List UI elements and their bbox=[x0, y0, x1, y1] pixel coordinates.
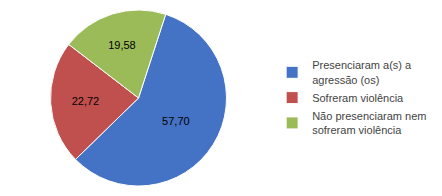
svg-text:Presenciaram a(s) aagressão (o: Presenciaram a(s) aagressão (os) bbox=[312, 59, 412, 85]
svg-text:19,58: 19,58 bbox=[108, 39, 136, 51]
svg-text:Não presenciaram nemsofreram v: Não presenciaram nemsofreram violência bbox=[312, 110, 426, 136]
svg-text:22,72: 22,72 bbox=[72, 95, 100, 107]
svg-text:Sofreram violência: Sofreram violência bbox=[312, 92, 404, 104]
svg-text:57,70: 57,70 bbox=[162, 115, 190, 127]
